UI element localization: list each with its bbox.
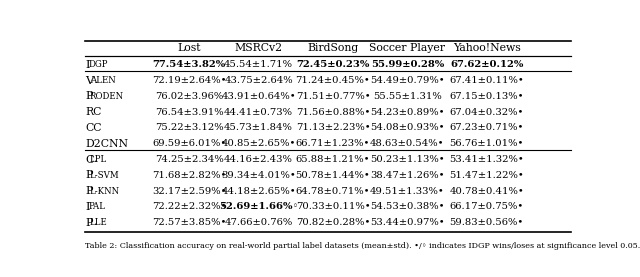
Text: 74.25±2.34%: 74.25±2.34%	[155, 155, 223, 164]
Text: RC: RC	[85, 107, 101, 117]
Text: 53.41±1.32%•: 53.41±1.32%•	[449, 155, 524, 164]
Text: DGP: DGP	[88, 60, 108, 69]
Text: 69.59±6.01%•: 69.59±6.01%•	[152, 139, 227, 148]
Text: Yahoo!News: Yahoo!News	[453, 43, 520, 53]
Text: 76.02±3.96%: 76.02±3.96%	[155, 92, 223, 101]
Text: 32.17±2.59%•: 32.17±2.59%•	[152, 187, 227, 196]
Text: 70.82±0.28%•: 70.82±0.28%•	[296, 218, 370, 227]
Text: 44.41±0.73%: 44.41±0.73%	[224, 108, 293, 117]
Text: MSRCv2: MSRCv2	[234, 43, 283, 53]
Text: D2CNN: D2CNN	[85, 139, 128, 149]
Text: 49.51±1.33%•: 49.51±1.33%•	[370, 187, 445, 196]
Text: 50.78±1.44%•: 50.78±1.44%•	[296, 171, 371, 180]
Text: P: P	[85, 218, 92, 228]
Text: 76.54±3.91%: 76.54±3.91%	[155, 108, 223, 117]
Text: RODEN: RODEN	[90, 92, 124, 101]
Text: 40.78±0.41%•: 40.78±0.41%•	[449, 187, 524, 196]
Text: 59.83±0.56%•: 59.83±0.56%•	[449, 218, 524, 227]
Text: 44.16±2.43%: 44.16±2.43%	[224, 155, 293, 164]
Text: 70.33±0.11%•: 70.33±0.11%•	[296, 202, 371, 211]
Text: 64.78±0.71%•: 64.78±0.71%•	[296, 187, 370, 196]
Text: 56.76±1.01%•: 56.76±1.01%•	[449, 139, 524, 148]
Text: PAL: PAL	[88, 202, 106, 211]
Text: 50.23±1.13%•: 50.23±1.13%•	[370, 155, 445, 164]
Text: 40.85±2.65%•: 40.85±2.65%•	[221, 139, 296, 148]
Text: P: P	[85, 186, 92, 196]
Text: 51.47±1.22%•: 51.47±1.22%•	[449, 171, 524, 180]
Text: 55.55±1.31%: 55.55±1.31%	[373, 92, 442, 101]
Text: 77.54±3.82%: 77.54±3.82%	[152, 60, 226, 69]
Text: 67.62±0.12%: 67.62±0.12%	[450, 60, 524, 69]
Text: 39.34±4.01%•: 39.34±4.01%•	[221, 171, 296, 180]
Text: 72.19±2.64%•: 72.19±2.64%•	[152, 76, 227, 85]
Text: V: V	[85, 76, 93, 86]
Text: 45.73±1.84%: 45.73±1.84%	[224, 124, 293, 132]
Text: 71.13±2.23%•: 71.13±2.23%•	[296, 124, 371, 132]
Text: I: I	[85, 202, 90, 212]
Text: 72.22±2.32%•: 72.22±2.32%•	[152, 202, 227, 211]
Text: 53.44±0.97%•: 53.44±0.97%•	[370, 218, 445, 227]
Text: 44.18±2.65%•: 44.18±2.65%•	[221, 187, 296, 196]
Text: 45.54±1.71%: 45.54±1.71%	[224, 60, 293, 69]
Text: 43.91±0.64%•: 43.91±0.64%•	[221, 92, 296, 101]
Text: 54.08±0.93%•: 54.08±0.93%•	[370, 124, 445, 132]
Text: 48.63±0.54%•: 48.63±0.54%•	[370, 139, 445, 148]
Text: L-KNN: L-KNN	[90, 187, 120, 196]
Text: C: C	[85, 155, 93, 165]
Text: 55.99±0.28%: 55.99±0.28%	[371, 60, 444, 69]
Text: 71.24±0.45%•: 71.24±0.45%•	[296, 76, 371, 85]
Text: 67.41±0.11%•: 67.41±0.11%•	[449, 76, 524, 85]
Text: 54.49±0.79%•: 54.49±0.79%•	[370, 76, 445, 85]
Text: 66.71±1.23%•: 66.71±1.23%•	[296, 139, 370, 148]
Text: 67.04±0.32%•: 67.04±0.32%•	[449, 108, 524, 117]
Text: Table 2: Classification accuracy on real-world partial label datasets (mean±std): Table 2: Classification accuracy on real…	[85, 242, 640, 250]
Text: Lost: Lost	[177, 43, 201, 53]
Text: LLE: LLE	[90, 218, 108, 227]
Text: P: P	[85, 91, 92, 101]
Text: 72.45±0.23%: 72.45±0.23%	[296, 60, 370, 69]
Text: 67.15±0.13%•: 67.15±0.13%•	[449, 92, 524, 101]
Text: 47.66±0.76%: 47.66±0.76%	[225, 218, 292, 227]
Text: 71.51±0.77%•: 71.51±0.77%•	[296, 92, 371, 101]
Text: Soccer Player: Soccer Player	[369, 43, 445, 53]
Text: CC: CC	[85, 123, 102, 133]
Text: 71.56±0.88%•: 71.56±0.88%•	[296, 108, 370, 117]
Text: I: I	[85, 60, 90, 70]
Text: ALEN: ALEN	[90, 76, 116, 85]
Text: 54.23±0.89%•: 54.23±0.89%•	[370, 108, 445, 117]
Text: 75.22±3.12%: 75.22±3.12%	[155, 124, 223, 132]
Text: 54.53±0.38%•: 54.53±0.38%•	[370, 202, 445, 211]
Text: 66.17±0.75%•: 66.17±0.75%•	[449, 202, 524, 211]
Text: 65.88±1.21%•: 65.88±1.21%•	[296, 155, 370, 164]
Text: 72.57±3.85%•: 72.57±3.85%•	[152, 218, 227, 227]
Text: 38.47±1.26%•: 38.47±1.26%•	[370, 171, 445, 180]
Text: 52.69±1.66%◦: 52.69±1.66%◦	[219, 202, 298, 211]
Text: LPL: LPL	[90, 155, 107, 164]
Text: 43.75±2.64%: 43.75±2.64%	[224, 76, 293, 85]
Text: 71.68±2.82%•: 71.68±2.82%•	[152, 171, 227, 180]
Text: L-SVM: L-SVM	[90, 171, 120, 180]
Text: BirdSong: BirdSong	[307, 43, 358, 53]
Text: P: P	[85, 170, 92, 180]
Text: 67.23±0.71%•: 67.23±0.71%•	[449, 124, 524, 132]
